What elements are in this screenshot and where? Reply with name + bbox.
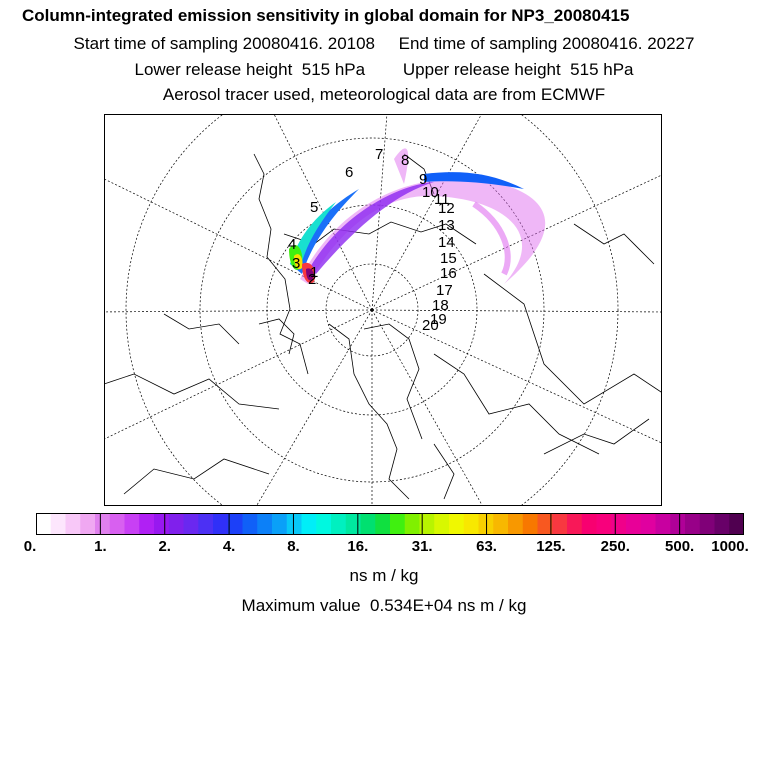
traj-label-20: 20 [422, 317, 439, 334]
colorbar-cell [670, 513, 686, 535]
traj-label-6: 6 [345, 164, 353, 181]
maximum-value: Maximum value 0.534E+04 ns m / kg [241, 596, 527, 615]
colorbar-cell [139, 513, 155, 535]
colorbar-cell [65, 513, 81, 535]
colorbar-cell [124, 513, 140, 535]
colorbar-cell [272, 513, 288, 535]
colorbar-cell [493, 513, 509, 535]
traj-label-17: 17 [436, 282, 453, 299]
traj-label-3: 3 [292, 255, 300, 272]
colorbar-cell [331, 513, 347, 535]
traj-label-15: 15 [440, 250, 457, 267]
traj-label-13: 13 [438, 217, 455, 234]
release-heights: Lower release height 515 hPa Upper relea… [0, 60, 768, 80]
colorbar-tick-label: 16. [347, 538, 369, 555]
colorbar-cell [567, 513, 583, 535]
colorbar-cell [434, 513, 450, 535]
colorbar-cell [729, 513, 744, 535]
traj-label-2: 2 [308, 271, 316, 288]
end-time-label: End time of sampling 20080416. 20227 [398, 34, 695, 53]
colorbar-cell [213, 513, 229, 535]
polar-map: 1 2 3 4 5 6 7 8 9 10 11 12 13 14 15 16 1… [104, 114, 662, 506]
colorbar-cell [508, 513, 524, 535]
tracer-info: Aerosol tracer used, meteorological data… [162, 85, 606, 104]
colorbar-cell [404, 513, 420, 535]
colorbar-cell [95, 513, 111, 535]
colorbar-cell [360, 513, 376, 535]
colorbar-tick-label: 1. [94, 538, 107, 555]
colorbar-cell [581, 513, 597, 535]
colorbar-cell [286, 513, 302, 535]
trajectory-labels: 1 2 3 4 5 6 7 8 9 10 11 12 13 14 15 16 1… [288, 146, 457, 334]
traj-label-5: 5 [310, 199, 318, 216]
colorbar-cell [537, 513, 553, 535]
colorbar-cell [50, 513, 66, 535]
coastlines [104, 153, 662, 500]
colorbar-tick-label: 63. [476, 538, 497, 555]
colorbar-cell [655, 513, 671, 535]
colorbar-cell [390, 513, 406, 535]
sampling-times: Start time of sampling 20080416. 20108 E… [0, 34, 768, 54]
traj-label-1: 1 [310, 264, 318, 281]
colorbar-cell [227, 513, 243, 535]
traj-label-7: 7 [375, 146, 383, 163]
colorbar-cell [463, 513, 479, 535]
colorbar [36, 513, 744, 535]
colorbar-cell [242, 513, 258, 535]
meridians [104, 114, 662, 506]
emission-plume [289, 148, 546, 284]
colorbar-cell [301, 513, 317, 535]
colorbar-cell [596, 513, 612, 535]
lower-release-label: Lower release height 515 hPa [134, 60, 366, 79]
colorbar-tick-label: 31. [411, 538, 433, 555]
colorbar-tick-label: 8. [287, 538, 300, 555]
traj-label-8: 8 [401, 152, 409, 169]
traj-label-11: 11 [434, 191, 450, 208]
colorbar-cell [80, 513, 96, 535]
colorbar-cell [345, 513, 361, 535]
colorbar-cell [375, 513, 391, 535]
traj-label-16: 16 [440, 265, 457, 282]
colorbar-cell [714, 513, 730, 535]
colorbar-tick-label: 2. [158, 538, 171, 555]
colorbar-cell [183, 513, 199, 535]
colorbar-cell [198, 513, 214, 535]
traj-label-18: 18 [432, 297, 449, 314]
upper-release-label: Upper release height 515 hPa [402, 60, 634, 79]
colorbar-cell [154, 513, 170, 535]
colorbar-cell [626, 513, 642, 535]
colorbar-cell [522, 513, 538, 535]
colorbar-cell [257, 513, 273, 535]
colorbar-cell [316, 513, 332, 535]
traj-label-10: 10 [422, 184, 439, 201]
colorbar-cell [419, 513, 435, 535]
map-frame [104, 114, 662, 506]
colorbar-cell [552, 513, 568, 535]
colorbar-cell [36, 513, 52, 535]
colorbar-cell [685, 513, 701, 535]
colorbar-tick-label: 1000. [711, 538, 749, 555]
traj-label-19: 19 [430, 311, 447, 328]
colorbar-tick-labels: 0. 1. 2. 4. 8. 16. 31. 63. 125. 250. 500. 1000. [0, 538, 768, 560]
traj-label-12: 12 [438, 200, 455, 217]
start-time-label: Start time of sampling 20080416. 20108 [73, 34, 376, 53]
plot-title: Column-integrated emission sensitivity i… [22, 6, 630, 25]
colorbar-cell [699, 513, 715, 535]
colorbar-cell [611, 513, 627, 535]
colorbar-cell [449, 513, 465, 535]
colorbar-tick-label: 0. [23, 538, 37, 555]
traj-label-9: 9 [419, 171, 427, 188]
traj-label-4: 4 [288, 236, 296, 253]
colorbar-cell [640, 513, 656, 535]
colorbar-unit: ns m / kg [349, 566, 419, 585]
traj-label-14: 14 [438, 234, 455, 251]
colorbar-tick-label: 500. [665, 538, 695, 555]
colorbar-cell [109, 513, 125, 535]
colorbar-tick-label: 125. [536, 538, 566, 555]
colorbar-tick-label: 250. [600, 538, 630, 555]
colorbar-tick-label: 4. [222, 538, 236, 555]
colorbar-cell [168, 513, 184, 535]
